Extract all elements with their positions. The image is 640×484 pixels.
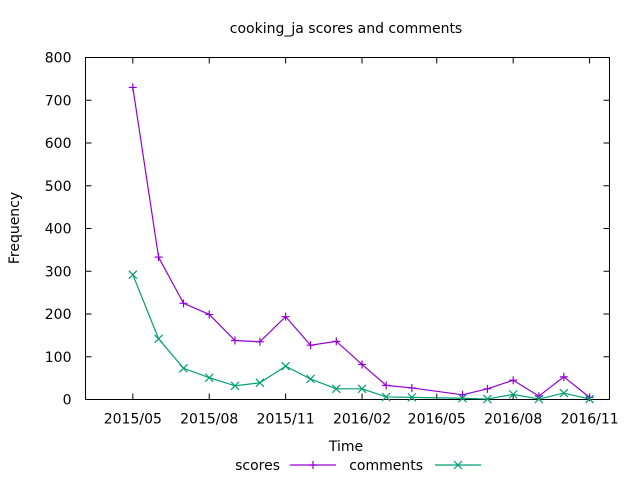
x-tick-label: 2016/05 [408,412,466,428]
y-tick-label: 100 [45,350,72,366]
x-tick-label: 2015/08 [180,412,238,428]
comments-point [154,334,164,344]
y-tick-label: 800 [45,51,72,67]
comments-point [331,384,341,394]
x-tick-label: 2015/05 [104,412,162,428]
legend-entry-scores: scores [235,458,336,474]
legend-marker [453,460,463,470]
scores-point [255,337,264,346]
comments-point [204,373,214,383]
legend-label: comments [349,458,423,474]
series-scores [128,83,594,402]
comments-point [483,394,492,404]
plot-frame [85,57,610,400]
legend-entry-comments: comments [349,458,481,474]
x-tick-label: 2015/11 [257,412,315,428]
comments-point [128,270,138,280]
scores-point [559,372,568,381]
comments-point [357,384,367,394]
y-axis-label: Frequency [7,192,23,264]
y-tick-label: 200 [45,307,72,323]
scores-point [205,310,214,319]
comments-line [132,274,590,400]
y-tick-label: 500 [45,179,72,195]
x-tick-label: 2016/08 [484,412,542,428]
series-group [128,83,594,404]
scores-point [306,341,315,350]
scores-point [332,337,341,346]
scores-point [382,381,391,390]
y-tick-label: 300 [45,264,72,280]
y-tick-label: 700 [45,93,72,109]
legend-label: scores [235,458,280,474]
comments-point [281,361,291,371]
x-tick-label: 2016/11 [560,412,618,428]
comments-point [585,394,594,404]
series-comments [128,270,594,404]
legend-marker [309,461,317,469]
scores-point [358,360,367,369]
scores-point [230,336,239,345]
scores-point [585,393,594,402]
scores-point [281,312,290,321]
scores-point [483,384,492,393]
x-axis-label: Time [328,439,363,455]
chart-title: cooking_ja scores and comments [230,21,462,37]
comments-point [559,388,569,398]
axes-ticks: 0 100 200 300 400 500 600 700 800 2015/05 2015/08 2… [45,51,619,428]
comments-point [381,392,391,402]
scores-point [128,83,137,92]
comments-point [458,393,467,403]
comments-point [179,363,188,373]
x-tick-label: 2016/02 [333,412,391,428]
comments-point [534,394,544,404]
comments-point [508,389,518,399]
comments-point [306,374,315,384]
comments-point [407,392,417,402]
legend: scores comments [235,458,481,474]
y-tick-label: 600 [45,136,72,152]
comments-point [255,378,265,388]
scores-point [407,383,416,392]
scores-line [132,87,590,398]
scores-point [154,253,163,262]
y-tick-label: 400 [45,222,72,238]
comments-point [230,381,240,391]
y-tick-label: 0 [63,393,72,409]
scores-point [509,376,518,385]
scores-point [179,299,188,308]
